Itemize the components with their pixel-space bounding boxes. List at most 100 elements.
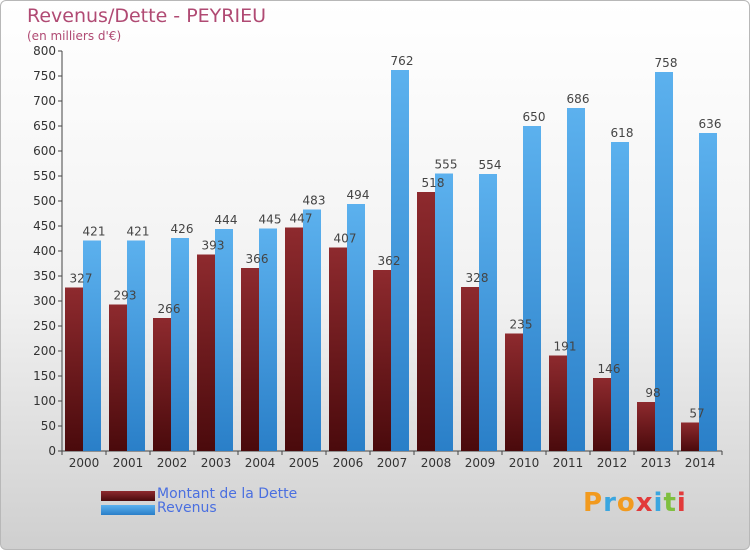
x-tick-label: 2006 <box>333 456 364 470</box>
y-tick-label: 0 <box>48 444 56 458</box>
x-tick-label: 2009 <box>465 456 496 470</box>
data-label-revenue: 555 <box>435 158 458 172</box>
data-label-debt: 293 <box>114 289 137 303</box>
legend-swatch-debt <box>101 491 155 501</box>
bar-debt <box>109 304 127 451</box>
logo-letter: x <box>635 488 654 518</box>
bar-debt <box>593 378 611 451</box>
logo-letter: i <box>653 488 664 518</box>
data-label-revenue: 494 <box>347 188 370 202</box>
data-label-revenue: 618 <box>611 126 634 140</box>
bar-debt <box>549 355 567 451</box>
bar-debt <box>65 287 83 451</box>
y-tick-label: 800 <box>33 44 56 58</box>
logo-letter: o <box>616 488 636 518</box>
bar-revenue <box>699 133 717 451</box>
y-tick-label: 350 <box>33 269 56 283</box>
y-tick-label: 250 <box>33 319 56 333</box>
bar-debt <box>681 422 699 451</box>
chart-title: Revenus/Dette - PEYRIEU <box>27 5 266 27</box>
legend-swatch-revenue <box>101 505 155 515</box>
x-tick-label: 2010 <box>509 456 540 470</box>
legend-label-revenue: Revenus <box>157 500 217 516</box>
data-label-revenue: 445 <box>259 213 282 227</box>
data-label-debt: 447 <box>290 212 313 226</box>
bar-debt <box>505 333 523 451</box>
logo-letter: t <box>663 488 677 518</box>
data-label-revenue: 426 <box>171 222 194 236</box>
bar-revenue <box>171 238 189 451</box>
bar-debt <box>329 247 347 451</box>
data-label-revenue: 636 <box>699 117 722 131</box>
data-label-revenue: 686 <box>567 92 590 106</box>
data-label-debt: 518 <box>422 176 445 190</box>
y-tick-label: 650 <box>33 119 56 133</box>
bar-revenue <box>215 229 233 451</box>
x-tick-label: 2002 <box>157 456 188 470</box>
y-tick-label: 750 <box>33 69 56 83</box>
data-label-debt: 328 <box>466 271 489 285</box>
bar-debt <box>373 270 391 451</box>
x-tick-label: 2013 <box>641 456 672 470</box>
data-label-debt: 393 <box>202 239 225 253</box>
bar-debt <box>637 402 655 451</box>
data-label-debt: 366 <box>246 252 269 266</box>
x-tick-label: 2003 <box>201 456 232 470</box>
y-tick-label: 200 <box>33 344 56 358</box>
bar-revenue <box>523 126 541 451</box>
bar-revenue <box>303 209 321 451</box>
bar-debt <box>417 192 435 451</box>
data-label-revenue: 421 <box>127 225 150 239</box>
x-tick-label: 2001 <box>113 456 144 470</box>
x-tick-label: 2008 <box>421 456 452 470</box>
data-label-debt: 98 <box>645 386 660 400</box>
logo-letter: i <box>676 488 687 518</box>
x-tick-label: 2011 <box>553 456 584 470</box>
data-label-debt: 266 <box>158 302 181 316</box>
data-label-revenue: 762 <box>391 54 414 68</box>
x-tick-label: 2012 <box>597 456 628 470</box>
bar-revenue <box>655 72 673 451</box>
bar-revenue <box>347 204 365 451</box>
logo-letter: r <box>603 488 617 518</box>
y-tick-label: 400 <box>33 244 56 258</box>
bar-revenue <box>259 228 277 451</box>
data-label-debt: 327 <box>70 272 93 286</box>
data-label-debt: 146 <box>598 362 621 376</box>
x-tick-label: 2005 <box>289 456 320 470</box>
data-label-debt: 57 <box>689 407 704 421</box>
data-label-revenue: 444 <box>215 213 238 227</box>
x-tick-label: 2004 <box>245 456 276 470</box>
x-tick-label: 2014 <box>685 456 716 470</box>
bar-debt <box>153 318 171 451</box>
bar-revenue <box>567 108 585 451</box>
y-tick-label: 450 <box>33 219 56 233</box>
y-tick-label: 300 <box>33 294 56 308</box>
y-tick-label: 150 <box>33 369 56 383</box>
y-tick-label: 50 <box>41 419 56 433</box>
bar-revenue <box>435 173 453 451</box>
bar-revenue <box>611 142 629 451</box>
bar-revenue <box>83 240 101 451</box>
y-tick-label: 100 <box>33 394 56 408</box>
bar-revenue <box>127 240 145 451</box>
data-label-revenue: 554 <box>479 158 502 172</box>
data-label-revenue: 421 <box>83 225 106 239</box>
data-label-revenue: 758 <box>655 56 678 70</box>
bar-debt <box>461 287 479 451</box>
data-label-revenue: 650 <box>523 110 546 124</box>
data-label-debt: 362 <box>378 254 401 268</box>
chart-subtitle: (en milliers d'€) <box>27 29 122 43</box>
data-label-debt: 191 <box>554 340 577 354</box>
legend-label-debt: Montant de la Dette <box>157 486 298 502</box>
data-label-debt: 407 <box>334 232 357 246</box>
y-tick-label: 700 <box>33 94 56 108</box>
proxiti-logo: Proxiti <box>583 488 687 518</box>
y-tick-label: 550 <box>33 169 56 183</box>
bar-debt <box>197 254 215 451</box>
bar-revenue <box>391 70 409 451</box>
x-tick-label: 2007 <box>377 456 408 470</box>
y-tick-label: 600 <box>33 144 56 158</box>
